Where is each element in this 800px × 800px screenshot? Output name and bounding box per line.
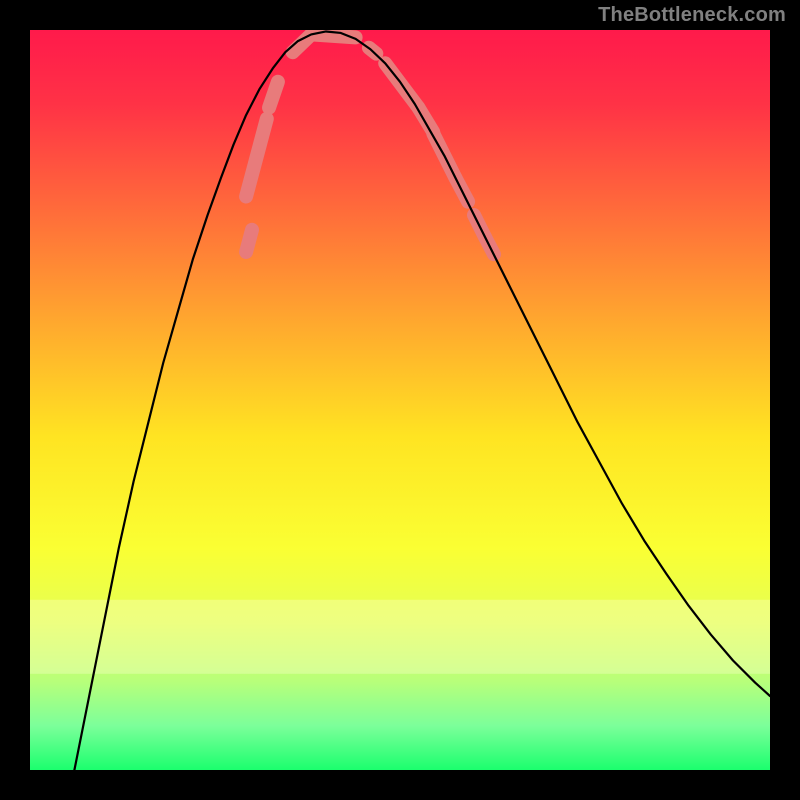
plot-area (30, 30, 770, 770)
chart-frame: TheBottleneck.com (0, 0, 800, 800)
watermark-label: TheBottleneck.com (598, 4, 786, 27)
chart-svg (30, 30, 770, 770)
marker-segment (269, 82, 278, 108)
pale-band (30, 600, 770, 674)
marker-segment (246, 230, 252, 252)
